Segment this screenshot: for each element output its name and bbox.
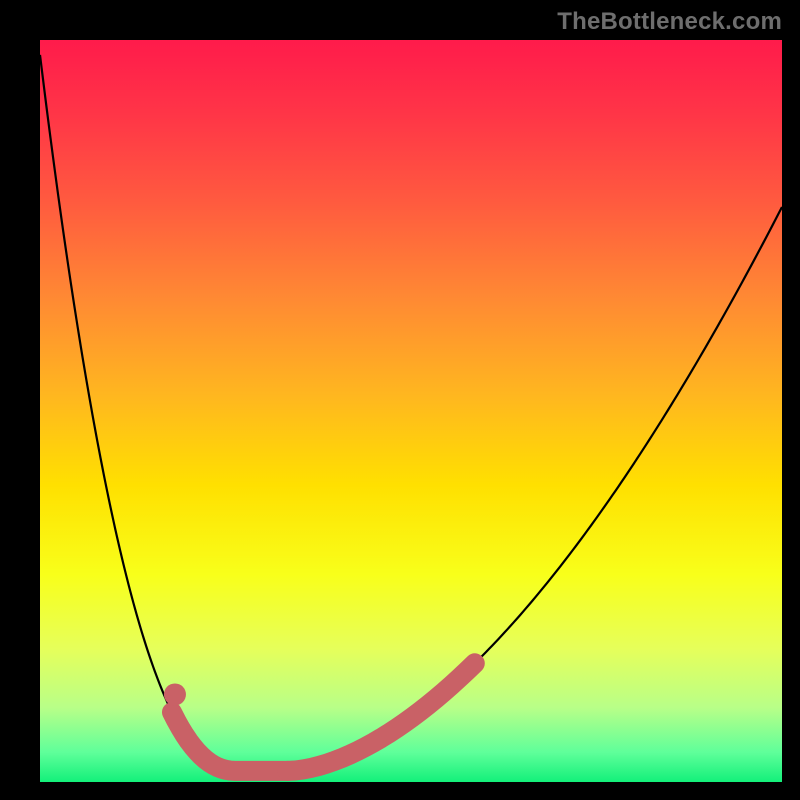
plot-svg (40, 40, 782, 782)
highlight-dot (164, 683, 186, 705)
watermark-text: TheBottleneck.com (557, 8, 782, 36)
gradient-background (40, 40, 782, 782)
figure-root: TheBottleneck.com (0, 0, 800, 800)
plot-area (40, 40, 782, 782)
